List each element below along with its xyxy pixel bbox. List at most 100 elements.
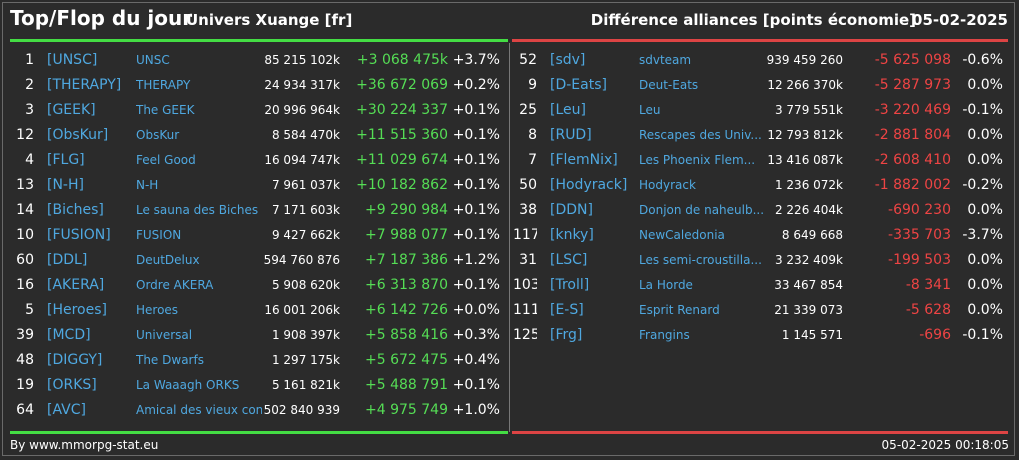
- alliance-tag-link[interactable]: [sdv]: [550, 52, 586, 68]
- table-row: 31 [LSC] Les semi-croustilla... 3 232 409k -…: [513, 248, 1013, 272]
- rank-cell: 9: [528, 77, 537, 93]
- alliance-name-link[interactable]: Esprit Renard: [639, 303, 720, 317]
- rank-cell: 5: [25, 302, 34, 318]
- alliance-name-link[interactable]: Feel Good: [136, 153, 196, 167]
- alliance-tag-link[interactable]: [N-H]: [47, 177, 84, 193]
- alliance-tag-link[interactable]: [DIGGY]: [47, 352, 103, 368]
- alliance-tag-link[interactable]: [FUSION]: [47, 227, 111, 243]
- percent-cell: +0.1%: [452, 227, 500, 243]
- percent-cell: 0.0%: [967, 302, 1003, 318]
- points-cell: 13 416 087k: [767, 153, 843, 167]
- rank-cell: 10: [16, 227, 34, 243]
- alliance-tag-link[interactable]: [AVC]: [47, 402, 86, 418]
- percent-cell: +0.2%: [452, 77, 500, 93]
- alliance-name-link[interactable]: La Horde: [639, 278, 693, 292]
- diff-cell: +9 290 984: [365, 202, 448, 218]
- alliance-tag-link[interactable]: [UNSC]: [47, 52, 98, 68]
- rank-cell: 16: [16, 277, 34, 293]
- alliance-name-link[interactable]: Rescapes des Univ...: [639, 128, 762, 142]
- diff-cell: -199 503: [888, 252, 951, 268]
- percent-cell: -0.1%: [962, 327, 1003, 343]
- alliance-name-link[interactable]: Le sauna des Biches: [136, 203, 259, 217]
- points-cell: 594 760 876: [263, 253, 340, 267]
- points-cell: 1 908 397k: [271, 328, 340, 342]
- alliance-tag-link[interactable]: [Leu]: [550, 102, 586, 118]
- percent-cell: 0.0%: [967, 252, 1003, 268]
- alliance-tag-link[interactable]: [knky]: [550, 227, 594, 243]
- alliance-tag-link[interactable]: [Heroes]: [47, 302, 107, 318]
- alliance-tag-link[interactable]: [ObsKur]: [47, 127, 109, 143]
- points-cell: 8 584 470k: [271, 128, 340, 142]
- table-row: 48 [DIGGY] The Dwarfs 1 297 175k +5 672 475 +…: [10, 348, 510, 372]
- rank-cell: 14: [16, 202, 34, 218]
- alliance-tag-link[interactable]: [Frg]: [550, 327, 583, 343]
- alliance-tag-link[interactable]: [LSC]: [550, 252, 588, 268]
- alliance-name-link[interactable]: Amical des vieux con: [136, 403, 262, 417]
- alliance-name-link[interactable]: The GEEK: [136, 103, 195, 117]
- alliance-tag-link[interactable]: [RUD]: [550, 127, 592, 143]
- table-row: 12 [ObsKur] ObsKur 8 584 470k +11 515 360 +0.…: [10, 123, 510, 147]
- alliance-name-link[interactable]: ObsKur: [136, 128, 180, 142]
- alliance-name-link[interactable]: N-H: [136, 178, 159, 192]
- diff-cell: +36 672 069: [356, 77, 448, 93]
- alliance-tag-link[interactable]: [Biches]: [47, 202, 104, 218]
- alliance-name-link[interactable]: UNSC: [136, 53, 170, 67]
- alliance-tag-link[interactable]: [FlemNix]: [550, 152, 618, 168]
- diff-cell: -3 220 469: [874, 102, 951, 118]
- table-row: 19 [ORKS] La Waaagh ORKS 5 161 821k +5 488 7…: [10, 373, 510, 397]
- alliance-name-link[interactable]: Ordre AKERA: [136, 278, 214, 292]
- alliance-tag-link[interactable]: [MCD]: [47, 327, 91, 343]
- alliance-tag-link[interactable]: [GEEK]: [47, 102, 96, 118]
- alliance-name-link[interactable]: Frangins: [639, 328, 690, 342]
- alliance-name-link[interactable]: Heroes: [136, 303, 179, 317]
- percent-cell: +1.2%: [452, 252, 500, 268]
- alliance-tag-link[interactable]: [AKERA]: [47, 277, 105, 293]
- alliance-tag-link[interactable]: [THERAPY]: [47, 77, 122, 93]
- points-cell: 9 427 662k: [271, 228, 340, 242]
- alliance-name-link[interactable]: THERAPY: [136, 78, 191, 92]
- rank-cell: 19: [16, 377, 34, 393]
- alliance-name-link[interactable]: NewCaledonia: [639, 228, 725, 242]
- footer-timestamp: 05-02-2025 00:18:05: [881, 438, 1009, 452]
- alliance-name-link[interactable]: Donjon de naheulb...: [639, 203, 765, 217]
- alliance-tag-link[interactable]: [Troll]: [550, 277, 590, 293]
- alliance-name-link[interactable]: FUSION: [136, 228, 182, 242]
- alliance-name-link[interactable]: Hodyrack: [639, 178, 696, 192]
- alliance-name-link[interactable]: sdvteam: [639, 53, 692, 67]
- alliance-tag-link[interactable]: [DDN]: [550, 202, 593, 218]
- rank-cell: 111: [513, 302, 537, 318]
- diff-cell: -696: [919, 327, 951, 343]
- diff-cell: +7 988 077: [365, 227, 448, 243]
- percent-cell: 0.0%: [967, 277, 1003, 293]
- alliance-name-link[interactable]: Les semi-croustilla...: [639, 253, 762, 267]
- page-title: Top/Flop du jour: [10, 6, 193, 30]
- percent-cell: -0.6%: [962, 52, 1003, 68]
- alliance-tag-link[interactable]: [E-S]: [550, 302, 584, 318]
- site-credit: By www.mmorpg-stat.eu: [10, 438, 159, 452]
- alliance-name-link[interactable]: La Waaagh ORKS: [136, 378, 240, 392]
- rank-cell: 48: [16, 352, 34, 368]
- points-cell: 16 094 747k: [264, 153, 340, 167]
- alliance-name-link[interactable]: Deut-Eats: [639, 78, 699, 92]
- diff-cell: +30 224 337: [356, 102, 448, 118]
- universe-label: Univers Xuange [fr]: [186, 11, 353, 29]
- alliance-tag-link[interactable]: [Hodyrack]: [550, 177, 628, 193]
- table-row: 10 [FUSION] FUSION 9 427 662k +7 988 077 +0.1…: [10, 223, 510, 247]
- alliance-tag-link[interactable]: [FLG]: [47, 152, 85, 168]
- rank-cell: 8: [528, 127, 537, 143]
- flop-header-bar: [512, 39, 1008, 42]
- table-row: 13 [N-H] N-H 7 961 037k +10 182 862 +0.1%: [10, 173, 510, 197]
- diff-cell: -2 881 804: [874, 127, 951, 143]
- alliance-name-link[interactable]: DeutDelux: [136, 253, 200, 267]
- alliance-tag-link[interactable]: [DDL]: [47, 252, 88, 268]
- alliance-name-link[interactable]: Leu: [639, 103, 661, 117]
- alliance-name-link[interactable]: The Dwarfs: [136, 353, 204, 367]
- rank-cell: 125: [513, 327, 537, 343]
- alliance-name-link[interactable]: Les Phoenix Flem...: [639, 153, 756, 167]
- alliance-tag-link[interactable]: [D-Eats]: [550, 77, 607, 93]
- percent-cell: +0.1%: [452, 127, 500, 143]
- rank-cell: 4: [25, 152, 34, 168]
- alliance-tag-link[interactable]: [ORKS]: [47, 377, 97, 393]
- alliance-name-link[interactable]: Universal: [136, 328, 193, 342]
- table-row: 16 [AKERA] Ordre AKERA 5 908 620k +6 313 870…: [10, 273, 510, 297]
